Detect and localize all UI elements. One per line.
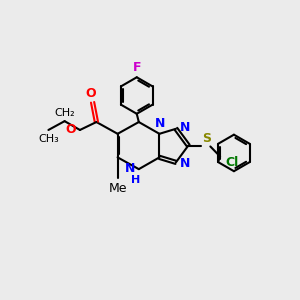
Text: Me: Me: [108, 182, 127, 194]
Text: F: F: [133, 61, 141, 74]
Text: S: S: [202, 132, 211, 145]
Text: N: N: [179, 157, 190, 170]
Text: CH₃: CH₃: [38, 134, 59, 143]
Text: N: N: [155, 117, 166, 130]
Text: H: H: [131, 175, 140, 185]
Text: N: N: [124, 162, 135, 175]
Text: O: O: [86, 87, 96, 100]
Text: CH₂: CH₂: [54, 108, 75, 118]
Text: Cl: Cl: [226, 156, 239, 169]
Text: O: O: [65, 123, 76, 136]
Text: N: N: [179, 122, 190, 134]
